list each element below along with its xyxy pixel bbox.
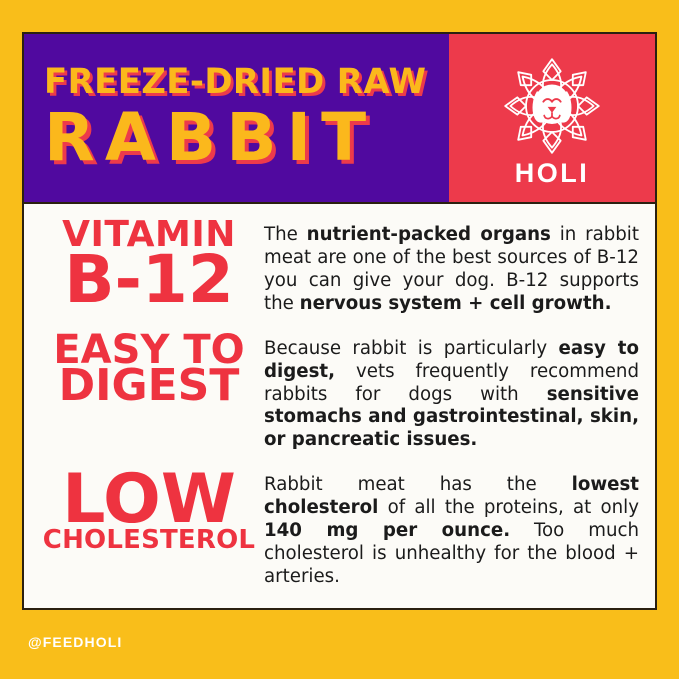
brand-logo-panel: HOLI: [449, 34, 655, 202]
fact-label-line2: B-12: [64, 241, 234, 319]
fact-label-easy-to-digest: EASY TO DIGEST: [40, 326, 264, 411]
fact-row: EASY TO DIGEST Because rabbit is particu…: [40, 326, 639, 453]
header-title-panel: FREEZE-DRIED RAW RABBIT: [24, 34, 449, 202]
fact-label-line2: CHOLESTEROL: [42, 524, 256, 555]
fact-label-line1: EASY TO: [53, 326, 245, 373]
mandala-dog-face-icon: [500, 54, 604, 158]
fact-text-low-cholesterol: Rabbit meat has the lowest cholesterol o…: [264, 474, 640, 587]
benefits-card: VITAMIN B-12 The nutrient-packed organs …: [22, 204, 657, 610]
product-title: RABBIT: [44, 98, 377, 176]
fact-label-line1: VITAMIN: [62, 214, 236, 255]
fact-row: LOW CHOLESTEROL Rabbit meat has the lowe…: [40, 460, 640, 589]
product-subtitle: FREEZE-DRIED RAW: [44, 61, 427, 102]
social-handle: @FEEDHOLI: [28, 634, 123, 650]
header-band: FREEZE-DRIED RAW RABBIT: [22, 32, 657, 204]
fact-text-easy-to-digest: Because rabbit is particularly easy to d…: [264, 337, 639, 451]
fact-label-line1: LOW: [62, 460, 236, 540]
fact-label-low-cholesterol: LOW CHOLESTEROL: [40, 460, 264, 555]
fact-text-vitamin-b12: The nutrient-packed organs in rabbit mea…: [264, 224, 639, 314]
fact-row: VITAMIN B-12 The nutrient-packed organs …: [40, 214, 639, 319]
fact-label-line2: DIGEST: [58, 359, 240, 411]
brand-wordmark: HOLI: [514, 157, 590, 188]
fact-label-vitamin-b12: VITAMIN B-12: [40, 214, 264, 319]
